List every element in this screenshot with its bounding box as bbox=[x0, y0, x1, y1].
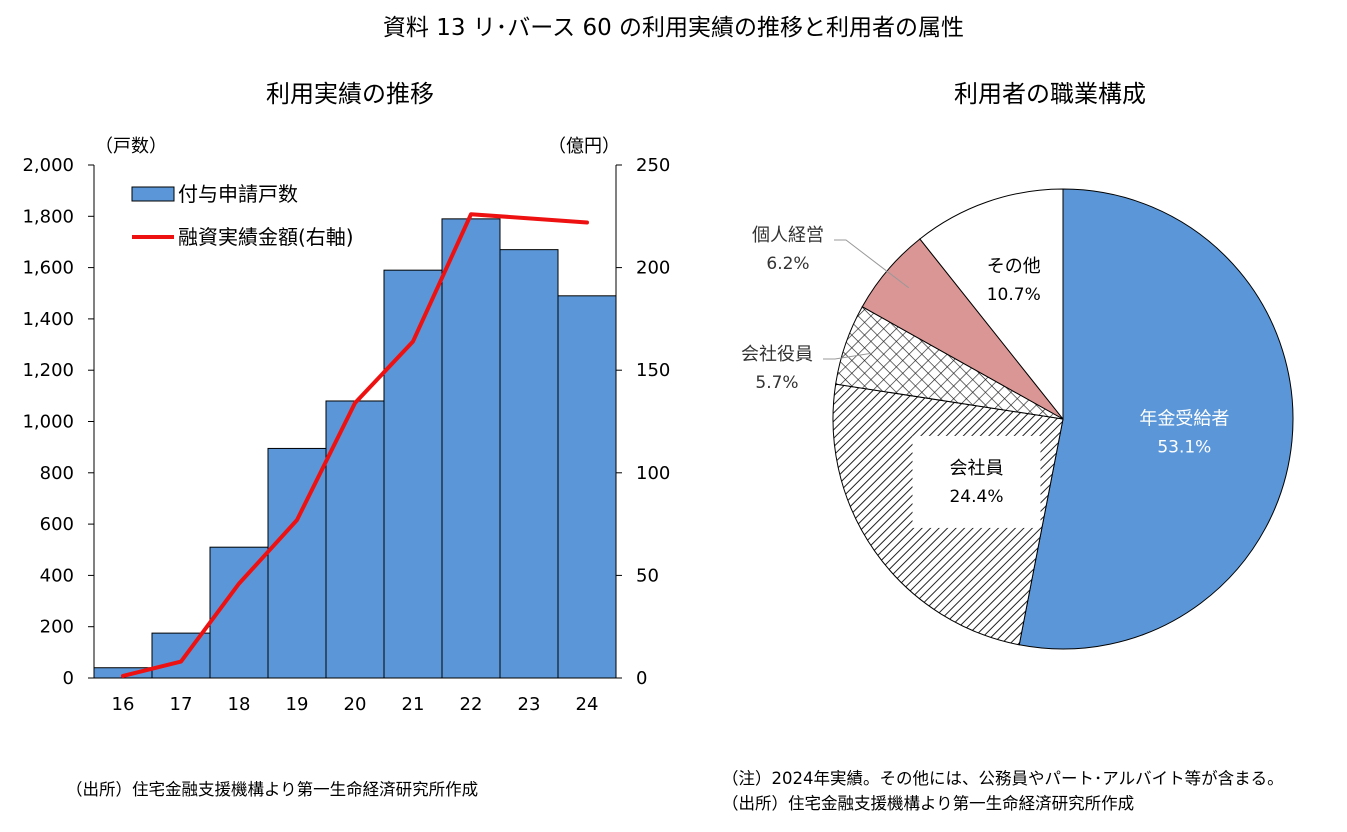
pie-chart: 年金受給者 53.1% 会社員 24.4% 会社役員 5.7% 個人経営 6.2% その他 10.… bbox=[741, 188, 1294, 650]
x-tick-label: 17 bbox=[170, 694, 193, 715]
pie-slice-0 bbox=[1018, 188, 1294, 650]
leader-line bbox=[834, 239, 910, 289]
right-tick-label: 100 bbox=[636, 463, 670, 484]
bar-23 bbox=[499, 249, 559, 679]
right-tick-label: 150 bbox=[636, 360, 670, 381]
x-tick-label: 22 bbox=[460, 694, 483, 715]
pie-label-name: 個人経営 bbox=[752, 225, 824, 246]
pie-label-name: その他 bbox=[987, 256, 1041, 277]
pie-label-value: 5.7% bbox=[755, 373, 798, 393]
page-title: 資料 13 リ･バース 60 の利用実績の推移と利用者の属性 bbox=[382, 15, 965, 41]
leader-line bbox=[823, 352, 872, 360]
pie-label-value: 6.2% bbox=[766, 254, 809, 274]
left-axis-unit: （戸数） bbox=[95, 136, 167, 157]
x-tick-label: 16 bbox=[112, 694, 135, 715]
left-tick-label: 200 bbox=[40, 617, 74, 638]
left-tick-label: 400 bbox=[40, 565, 74, 586]
bar-22 bbox=[441, 218, 501, 679]
left-tick-label: 1,200 bbox=[22, 360, 74, 381]
right-tick-label: 50 bbox=[636, 565, 659, 586]
right-tick-label: 200 bbox=[636, 258, 670, 279]
left-tick-label: 600 bbox=[40, 514, 74, 535]
bar-chart-title: 利用実績の推移 bbox=[266, 80, 434, 108]
pie-label-name: 会社役員 bbox=[741, 344, 813, 365]
x-tick-label: 21 bbox=[402, 694, 425, 715]
x-tick-label: 23 bbox=[518, 694, 541, 715]
pie-chart-title: 利用者の職業構成 bbox=[954, 80, 1146, 108]
right-axis-unit: （億円） bbox=[548, 136, 620, 157]
left-tick-label: 1,000 bbox=[22, 412, 74, 433]
pie-label-name: 会社員 bbox=[949, 458, 1003, 479]
x-tick-label: 19 bbox=[286, 694, 309, 715]
left-tick-label: 2,000 bbox=[22, 155, 74, 176]
pie-label-value: 24.4% bbox=[949, 487, 1003, 507]
x-tick-label: 20 bbox=[344, 694, 367, 715]
left-tick-label: 1,400 bbox=[22, 309, 74, 330]
pie-label-value: 53.1% bbox=[1157, 438, 1211, 458]
pie-label-name: 年金受給者 bbox=[1139, 409, 1229, 430]
right-tick-label: 250 bbox=[636, 155, 670, 176]
bar-17 bbox=[151, 632, 211, 679]
pie-slice-4 bbox=[919, 188, 1064, 421]
footnote-right: （注）2024年実績。その他には、公務員やパート･アルバイト等が含まる。 bbox=[722, 769, 1284, 788]
left-tick-label: 1,800 bbox=[22, 206, 74, 227]
legend-label-bars: 付与申請戸数 bbox=[178, 182, 298, 206]
pie-label-value: 10.7% bbox=[987, 285, 1041, 305]
x-tick-label: 24 bbox=[576, 694, 599, 715]
legend-swatch-bars bbox=[131, 186, 175, 202]
right-tick-label: 0 bbox=[636, 668, 647, 689]
left-tick-label: 1,600 bbox=[22, 258, 74, 279]
legend-label-line: 融資実績金額(右軸) bbox=[178, 225, 354, 249]
bar-line-chart: 02004006008001,0001,2001,4001,6001,8002,… bbox=[22, 155, 670, 715]
left-tick-label: 800 bbox=[40, 463, 74, 484]
bar-21 bbox=[383, 269, 443, 679]
bar-24 bbox=[557, 295, 617, 679]
left-tick-label: 0 bbox=[63, 668, 74, 689]
line-series-loan-amount bbox=[121, 212, 589, 678]
label-box bbox=[912, 435, 1041, 528]
x-tick-label: 18 bbox=[228, 694, 251, 715]
source-note-left: （出所）住宅金融支援機構より第一生命経済研究所作成 bbox=[66, 780, 479, 799]
source-note-right: （出所）住宅金融支援機構より第一生命経済研究所作成 bbox=[722, 794, 1135, 813]
